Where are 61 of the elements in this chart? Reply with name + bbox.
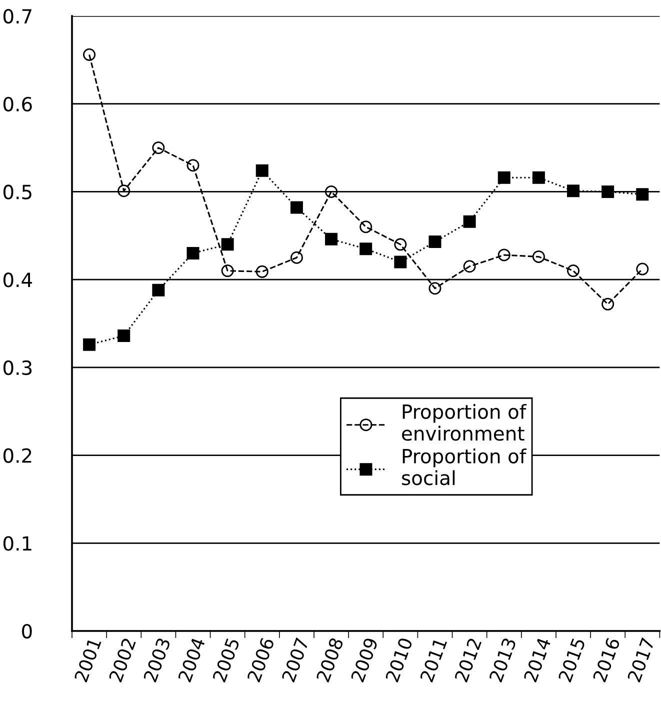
y-tick-label: 0.7 — [3, 8, 32, 24]
point — [118, 184, 130, 198]
point — [152, 284, 165, 296]
point — [221, 264, 234, 278]
point — [567, 184, 580, 198]
x-tick-label: 2017 — [627, 637, 655, 683]
y-tick-label: 0.2 — [3, 448, 32, 463]
y-tick-label: 0.5 — [3, 184, 32, 200]
x-tick-label: 2003 — [143, 637, 171, 683]
x-tick-label: 2001 — [74, 638, 102, 683]
point — [394, 256, 407, 268]
point — [463, 215, 476, 228]
point — [636, 188, 649, 201]
point — [602, 185, 614, 198]
point — [360, 242, 372, 256]
y-tick-label: 0.1 — [3, 536, 32, 551]
point — [325, 232, 338, 246]
point — [394, 238, 407, 251]
x-tick-label: 2012 — [454, 638, 482, 683]
point — [256, 164, 268, 177]
y-tick-label: 0 — [22, 624, 32, 639]
point — [498, 171, 510, 184]
x-tick-label: 2002 — [108, 638, 136, 683]
point — [428, 236, 442, 248]
point — [290, 201, 303, 214]
point — [186, 159, 200, 172]
point — [325, 185, 338, 198]
point — [532, 171, 545, 184]
point — [567, 264, 580, 278]
x-tick-label: 2006 — [246, 637, 275, 683]
x-tick-label: 2007 — [281, 637, 309, 683]
point — [152, 142, 165, 154]
x-tick-label: 2005 — [212, 637, 240, 683]
x-tick-label: 2015 — [558, 637, 586, 683]
y-tick-label: 0.4 — [3, 272, 32, 288]
x-tick-label: 2013 — [488, 637, 516, 683]
x-tick-label: 2004 — [178, 636, 206, 683]
point — [118, 330, 130, 342]
point — [83, 48, 96, 61]
point — [636, 262, 649, 276]
point — [463, 260, 476, 273]
x-tick-label: 2014 — [523, 636, 552, 683]
x-tick-label: 2011 — [420, 638, 448, 683]
legend-label: Proportion of environment — [402, 404, 527, 441]
x-tick-label: 2009 — [350, 637, 378, 683]
point — [256, 265, 268, 278]
y-tick-label: 0.6 — [3, 96, 32, 112]
point — [290, 251, 303, 264]
x-tick-label: 2008 — [316, 637, 344, 683]
point — [428, 282, 442, 295]
point — [221, 238, 234, 251]
legend-label: Proportion of social — [402, 448, 527, 486]
point — [83, 338, 96, 351]
point — [360, 220, 372, 234]
x-tick-label: 2010 — [385, 637, 413, 683]
point — [532, 250, 545, 263]
point — [186, 246, 200, 260]
x-tick-label: 2016 — [592, 637, 620, 683]
y-tick-label: 0.3 — [3, 360, 32, 376]
point — [602, 298, 614, 310]
point — [498, 248, 510, 262]
